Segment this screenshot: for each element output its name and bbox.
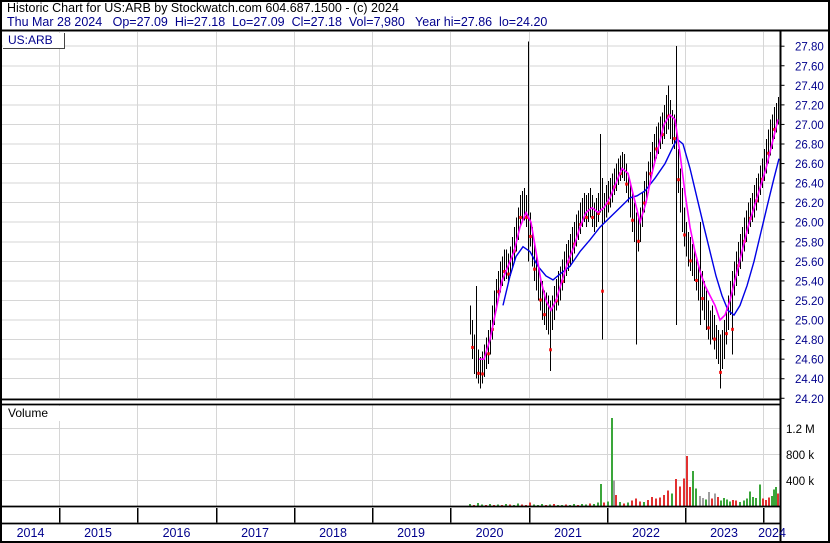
year-axis-label: 2014 (17, 526, 45, 540)
price-axis-label: 24.80 (795, 335, 824, 347)
price-axis-label: 27.40 (795, 81, 824, 93)
price-axis-label: 27.20 (795, 100, 824, 112)
year-axis-label: 2023 (710, 526, 738, 540)
price-axis-label: 24.60 (795, 355, 824, 367)
price-axis-label: 27.80 (795, 42, 824, 54)
price-axis-label: 26.00 (795, 218, 824, 230)
price-axis-label: 25.20 (795, 296, 824, 308)
symbol-label: US:ARB (3, 33, 65, 49)
ma-fast-line (479, 113, 779, 361)
price-axis-label: 26.60 (795, 159, 824, 171)
price-axis-label: 24.40 (795, 374, 824, 386)
price-axis-label: 26.80 (795, 140, 824, 152)
ohlc-info-line: Thu Mar 28 2024 Op=27.09 Hi=27.18 Lo=27.… (7, 15, 548, 29)
volume-plot-area[interactable] (2, 405, 781, 507)
ma-slow-line (502, 138, 780, 317)
year-axis-label: 2019 (397, 526, 425, 540)
price-axis-label: 25.80 (795, 237, 824, 249)
volume-axis-label: 1.2 M (786, 424, 815, 436)
year-axis-label: 2015 (84, 526, 112, 540)
header-bar: Historic Chart for US:ARB by Stockwatch.… (0, 0, 830, 31)
year-axis-label: 2022 (632, 526, 660, 540)
volume-axis-label: 800 k (786, 450, 814, 462)
year-axis-label: 2020 (476, 526, 504, 540)
year-axis-label: 2024 (758, 526, 786, 540)
price-axis-label: 27.00 (795, 120, 824, 132)
price-axis-label: 24.20 (795, 394, 824, 406)
price-axis-label: 27.60 (795, 61, 824, 73)
price-axis-label: 25.40 (795, 276, 824, 288)
price-axis-label: 25.00 (795, 316, 824, 328)
year-axis-label: 2018 (319, 526, 347, 540)
price-plot-area[interactable] (2, 31, 781, 400)
volume-axis-label: 400 k (786, 476, 814, 488)
chart-title: Historic Chart for US:ARB by Stockwatch.… (7, 1, 399, 15)
price-axis-label: 25.60 (795, 257, 824, 269)
year-axis-label: 2021 (554, 526, 582, 540)
volume-panel-label: Volume (3, 406, 64, 421)
year-axis-label: 2016 (163, 526, 191, 540)
price-axis-label: 26.40 (795, 179, 824, 191)
year-axis-label: 2017 (241, 526, 269, 540)
price-axis-label: 26.20 (795, 198, 824, 210)
